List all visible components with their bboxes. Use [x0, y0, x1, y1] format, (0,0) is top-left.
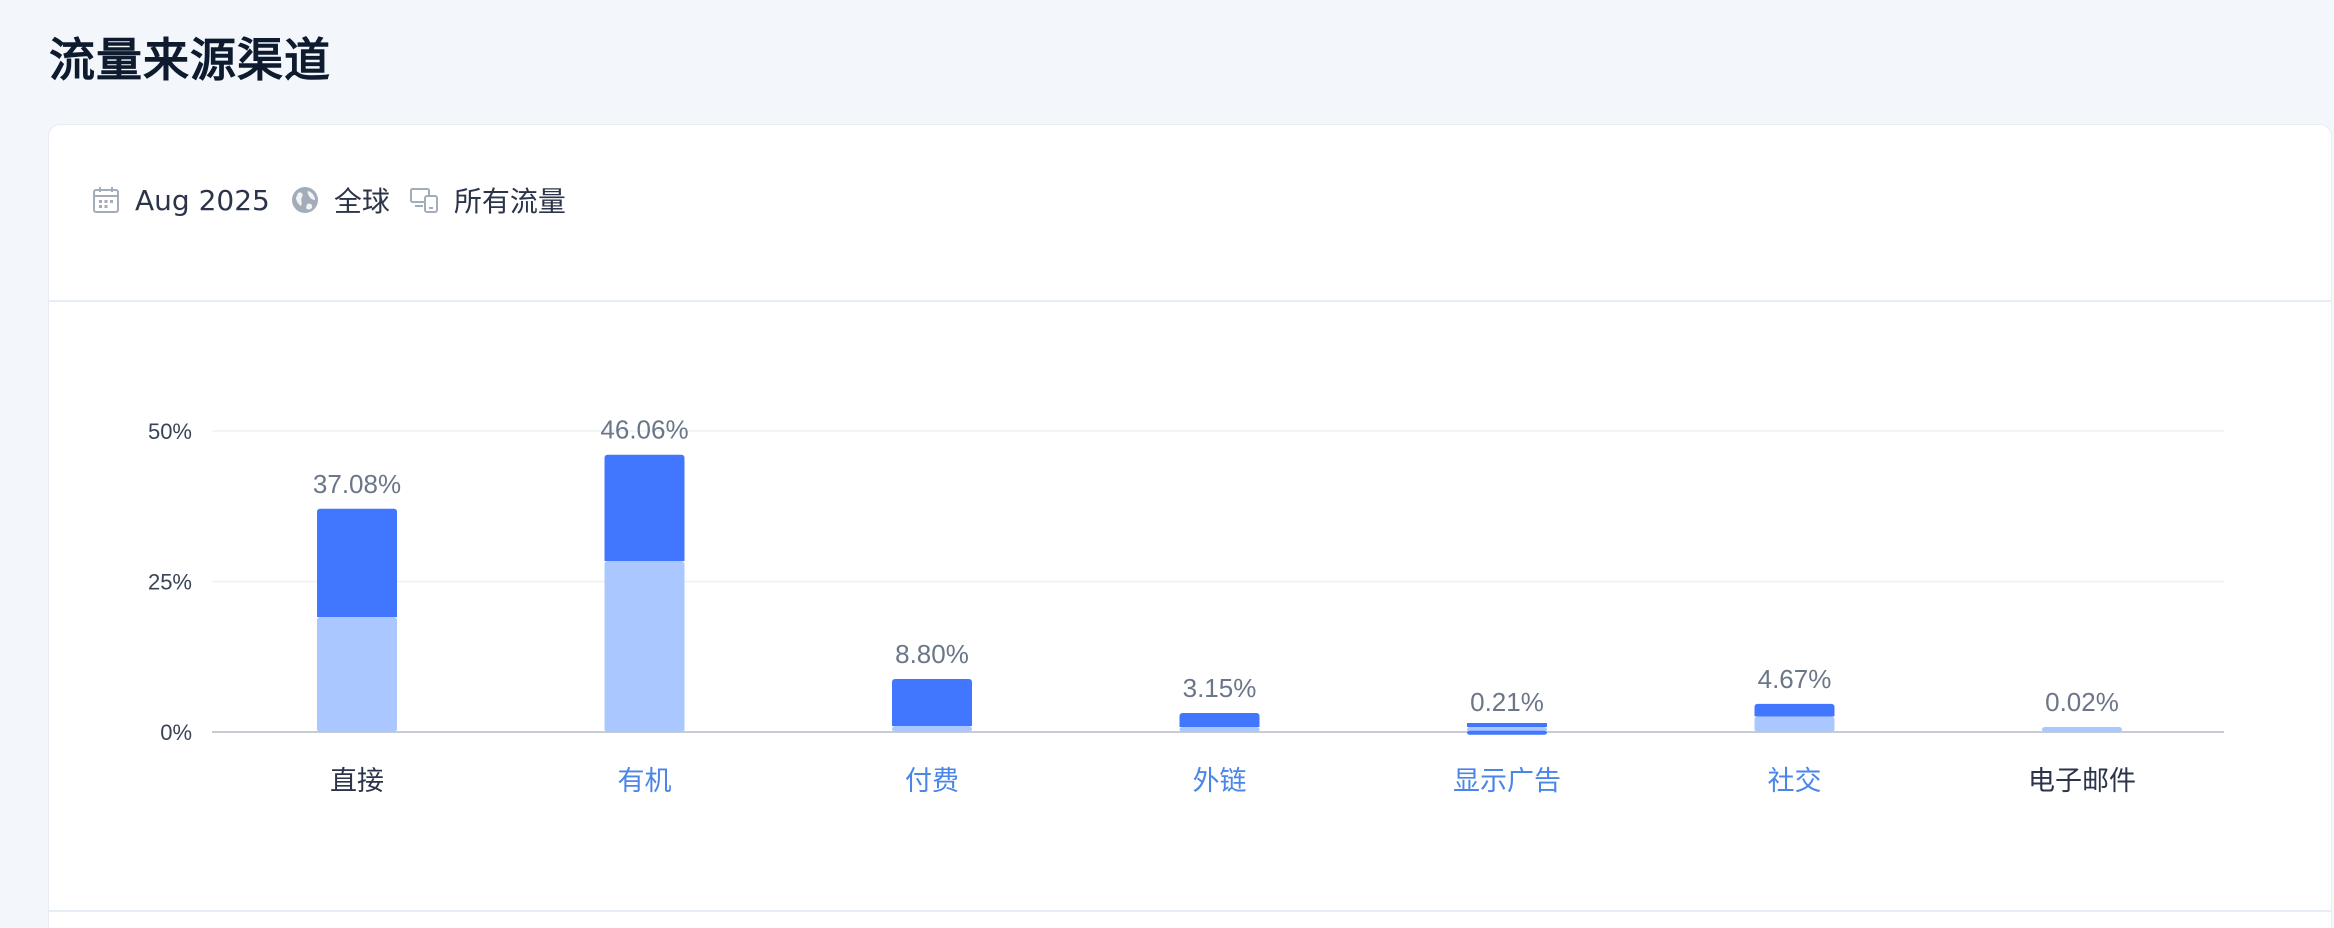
category-link[interactable]: 社交	[1768, 766, 1822, 797]
bar-segment-light[interactable]	[1179, 727, 1260, 732]
bar-segment-light[interactable]	[604, 561, 685, 732]
bar-value-label: 0.02%	[2045, 687, 2119, 717]
category-link[interactable]: 付费	[905, 766, 959, 797]
traffic-source-card: Aug 2025 全球	[48, 124, 2332, 928]
header-divider	[49, 300, 2331, 302]
bar-segment-dark[interactable]	[1467, 730, 1547, 735]
footer-divider	[49, 910, 2331, 912]
bar-value-label: 3.15%	[1183, 673, 1257, 703]
category-link[interactable]: 外链	[1193, 766, 1247, 797]
calendar-icon	[89, 183, 123, 217]
bar-segment-dark-joint	[317, 613, 397, 618]
devices-icon	[408, 183, 442, 217]
y-tick-label: 25%	[148, 570, 192, 595]
bar-segment-dark-joint	[892, 721, 972, 726]
globe-icon	[288, 183, 322, 217]
bar-segment-light[interactable]	[2042, 727, 2122, 732]
bar-segment-dark-joint	[1754, 712, 1835, 717]
category-label: 电子邮件	[2028, 766, 2136, 797]
category-link[interactable]: 有机	[618, 766, 672, 797]
bar-value-label: 0.21%	[1470, 687, 1544, 717]
bar-segment-light[interactable]	[892, 725, 972, 732]
y-tick-label: 0%	[160, 720, 192, 745]
chart-svg: 0% 25% 50% 37.08% 直接 46.06% 有机 8.80% 付费 3.15% 外链 0.…	[148, 415, 2224, 797]
bar-value-label: 8.80%	[895, 639, 969, 669]
traffic-filter[interactable]: 所有流量	[408, 180, 566, 220]
category-label: 直接	[330, 766, 384, 797]
bar-segment-dark[interactable]	[317, 508, 397, 618]
page-title: 流量来源渠道	[49, 33, 331, 87]
bar-segment-dark-joint	[1179, 723, 1260, 727]
filter-bar: Aug 2025 全球	[89, 180, 584, 220]
date-filter-label: Aug 2025	[135, 183, 270, 217]
date-filter[interactable]: Aug 2025	[89, 183, 270, 217]
traffic-channel-chart: 0% 25% 50% 37.08% 直接 46.06% 有机 8.80% 付费 3.15% 外链 0.…	[49, 125, 2331, 928]
region-filter-label: 全球	[333, 185, 390, 218]
bar-value-label: 37.08%	[313, 469, 401, 499]
bar-segment-dark[interactable]	[604, 454, 685, 562]
bar-value-label: 4.67%	[1758, 664, 1832, 694]
bar-segment-dark-joint	[1467, 723, 1547, 727]
bar-segment-light[interactable]	[1754, 716, 1835, 732]
traffic-filter-label: 所有流量	[453, 185, 566, 218]
region-filter[interactable]: 全球	[288, 180, 390, 220]
bar-segment-dark-joint	[604, 557, 685, 562]
y-tick-label: 50%	[148, 419, 192, 444]
bar-segment-dark[interactable]	[892, 679, 972, 726]
bar-segment-light[interactable]	[317, 617, 397, 732]
category-link[interactable]: 显示广告	[1453, 766, 1561, 797]
bar-value-label: 46.06%	[600, 415, 688, 445]
